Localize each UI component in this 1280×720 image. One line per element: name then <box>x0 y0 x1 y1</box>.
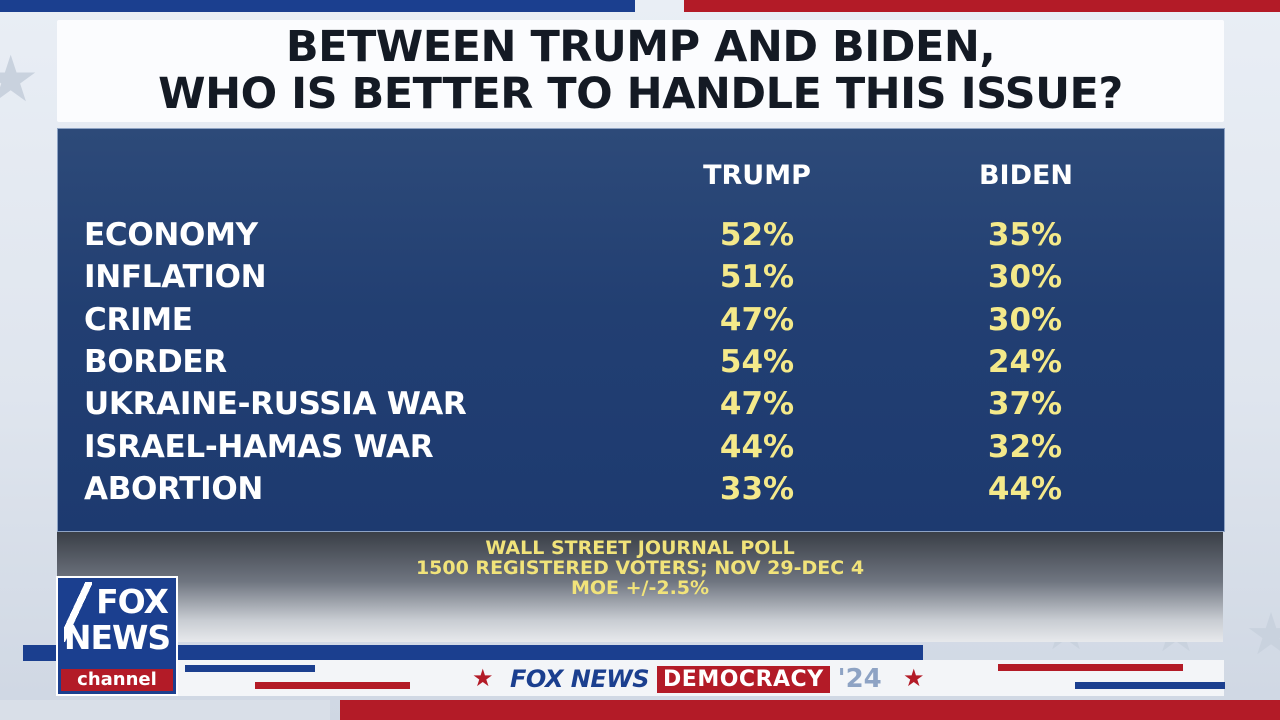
lower-third-blue-bar <box>23 645 923 661</box>
source-box: WALL STREET JOURNAL POLL 1500 REGISTERED… <box>57 532 1223 642</box>
table-row: BORDER 54% 24% <box>84 344 1184 386</box>
logo-channel: channel <box>61 669 173 691</box>
title-line-1: BETWEEN TRUMP AND BIDEN, <box>285 22 996 72</box>
biden-value: 30% <box>987 301 1063 338</box>
trump-value: 47% <box>719 386 795 423</box>
table-row: ECONOMY 52% 35% <box>84 217 1184 259</box>
biden-value: 24% <box>987 343 1063 380</box>
source-line-2: 1500 REGISTERED VOTERS; NOV 29-DEC 4 <box>415 557 865 579</box>
table-row: UKRAINE-RUSSIA WAR 47% 37% <box>84 386 1184 428</box>
trump-value: 44% <box>719 428 795 465</box>
ticker-accent-bar <box>255 682 410 689</box>
brand-democracy: DEMOCRACY <box>657 665 830 693</box>
poll-source: WALL STREET JOURNAL POLL 1500 REGISTERED… <box>57 538 1223 598</box>
source-line-1: WALL STREET JOURNAL POLL <box>485 537 795 559</box>
bottom-red-stripe <box>340 700 1280 720</box>
biden-value: 44% <box>987 470 1063 507</box>
democracy-24-brand: FOX NEWS DEMOCRACY '24 <box>510 664 882 694</box>
logo-slash-icon <box>64 582 92 642</box>
bottom-light-stripe <box>0 700 330 720</box>
table-row: CRIME 47% 30% <box>84 302 1184 344</box>
red-star-icon: ★ <box>472 664 494 692</box>
issue-label: BORDER <box>84 343 227 380</box>
ticker-accent-bar <box>185 665 315 672</box>
poll-table-panel <box>57 128 1225 532</box>
issue-label: ISRAEL-HAMAS WAR <box>84 428 434 465</box>
table-row: ABORTION 33% 44% <box>84 471 1184 513</box>
biden-value: 30% <box>987 259 1063 296</box>
ticker-accent-bar <box>998 664 1183 671</box>
top-blue-stripe <box>0 0 635 12</box>
column-header-biden: BIDEN <box>978 160 1074 191</box>
biden-value: 35% <box>987 217 1063 253</box>
table-row: INFLATION 51% 30% <box>84 259 1184 301</box>
issue-label: CRIME <box>84 301 193 338</box>
column-header-trump: TRUMP <box>703 160 811 191</box>
trump-value: 54% <box>719 343 795 380</box>
trump-value: 51% <box>719 259 795 296</box>
top-red-stripe <box>684 0 1280 12</box>
issue-label: ABORTION <box>84 470 264 507</box>
background-star-icon: ★ <box>1245 600 1280 668</box>
logo-news: NEWS <box>63 618 171 657</box>
logo-fox: FOX <box>96 582 169 621</box>
title-box: BETWEEN TRUMP AND BIDEN, WHO IS BETTER T… <box>57 20 1224 122</box>
background-star-icon: ★ <box>0 43 40 117</box>
issue-label: UKRAINE-RUSSIA WAR <box>84 386 467 423</box>
table-row: ISRAEL-HAMAS WAR 44% 32% <box>84 429 1184 471</box>
issue-label: ECONOMY <box>84 217 258 253</box>
biden-value: 37% <box>987 386 1063 423</box>
brand-year: '24 <box>837 664 882 694</box>
fox-news-channel-logo: FOX NEWS channel <box>56 576 178 696</box>
brand-fox-news: FOX NEWS <box>510 665 650 693</box>
trump-value: 33% <box>719 470 795 507</box>
title-line-2: WHO IS BETTER TO HANDLE THIS ISSUE? <box>158 69 1123 119</box>
red-star-icon: ★ <box>903 664 925 692</box>
biden-value: 32% <box>987 428 1063 465</box>
issue-label: INFLATION <box>84 259 267 296</box>
trump-value: 47% <box>719 301 795 338</box>
page-title: BETWEEN TRUMP AND BIDEN, WHO IS BETTER T… <box>57 20 1224 122</box>
source-line-3: MOE +/-2.5% <box>570 577 710 599</box>
trump-value: 52% <box>719 217 795 253</box>
ticker-accent-bar <box>1075 682 1225 689</box>
